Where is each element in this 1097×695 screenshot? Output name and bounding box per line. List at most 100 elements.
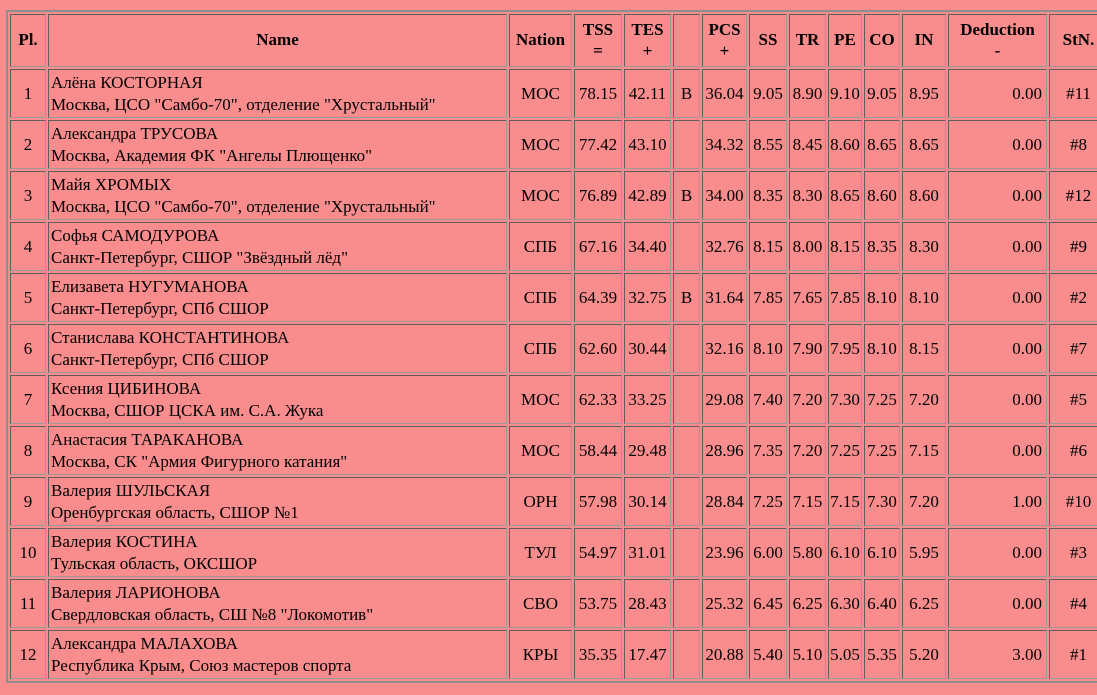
co-cell: 9.05 [864,69,900,118]
pcs-cell: 28.96 [702,426,747,475]
skater-club: Санкт-Петербург, СШОР "Звёздный лёд" [51,247,349,267]
tes-cell: 28.43 [624,579,671,628]
pe-cell: 7.95 [828,324,862,373]
skater-club: Оренбургская область, СШОР №1 [51,502,299,522]
deduction-cell: 1.00 [948,477,1047,526]
nation-cell: СПБ [509,273,572,322]
startnumber-cell: #6 [1049,426,1097,475]
tes-cell: 33.25 [624,375,671,424]
co-cell: 8.10 [864,273,900,322]
col-header-tes: TES + [624,14,671,67]
col-header-tes-label: TES [631,20,664,40]
skater-club: Москва, ЦСО "Самбо-70", отделение "Хруст… [51,94,436,114]
table-row: 1 Алёна КОСТОРНАЯ Москва, ЦСО "Самбо-70"… [10,69,1097,118]
skater-name: Валерия ШУЛЬСКАЯ [51,480,211,500]
bonus-cell [673,579,700,628]
pe-cell: 6.30 [828,579,862,628]
tr-cell: 7.65 [789,273,826,322]
place-cell: 6 [10,324,46,373]
col-header-nation: Nation [509,14,572,67]
bonus-cell [673,426,700,475]
col-header-bonus [673,14,700,67]
in-cell: 8.95 [902,69,946,118]
col-header-tr: TR [789,14,826,67]
skater-cell: Александра МАЛАХОВА Республика Крым, Сою… [48,630,507,679]
tss-cell: 78.15 [574,69,622,118]
ss-cell: 8.35 [749,171,787,220]
tss-cell: 54.97 [574,528,622,577]
in-cell: 5.20 [902,630,946,679]
skater-cell: Алёна КОСТОРНАЯ Москва, ЦСО "Самбо-70", … [48,69,507,118]
bonus-cell [673,528,700,577]
in-cell: 5.95 [902,528,946,577]
header-row: Pl. Name Nation TSS = TES + PCS + SS TR … [10,14,1097,67]
col-header-place: Pl. [10,14,46,67]
in-cell: 7.20 [902,375,946,424]
tr-cell: 7.15 [789,477,826,526]
tr-cell: 5.10 [789,630,826,679]
skater-cell: Анастасия ТАРАКАНОВА Москва, СК "Армия Ф… [48,426,507,475]
ss-cell: 7.35 [749,426,787,475]
tr-cell: 8.90 [789,69,826,118]
tss-cell: 53.75 [574,579,622,628]
in-cell: 8.65 [902,120,946,169]
startnumber-cell: #8 [1049,120,1097,169]
tes-cell: 32.75 [624,273,671,322]
ss-cell: 7.25 [749,477,787,526]
table-row: 5 Елизавета НУГУМАНОВА Санкт-Петербург, … [10,273,1097,322]
tes-cell: 30.14 [624,477,671,526]
ss-cell: 7.40 [749,375,787,424]
pe-cell: 8.65 [828,171,862,220]
skater-cell: Валерия КОСТИНА Тульская область, ОКСШОР [48,528,507,577]
place-cell: 7 [10,375,46,424]
col-header-tss: TSS = [574,14,622,67]
tes-cell: 29.48 [624,426,671,475]
co-cell: 6.10 [864,528,900,577]
pe-cell: 8.60 [828,120,862,169]
in-cell: 8.10 [902,273,946,322]
skater-name: Александра ТРУСОВА [51,123,219,143]
tr-cell: 8.45 [789,120,826,169]
ss-cell: 6.00 [749,528,787,577]
pe-cell: 7.25 [828,426,862,475]
table-row: 11 Валерия ЛАРИОНОВА Свердловская област… [10,579,1097,628]
nation-cell: МОС [509,375,572,424]
skater-club: Тульская область, ОКСШОР [51,553,258,573]
skater-club: Санкт-Петербург, СПб СШОР [51,349,269,369]
place-cell: 5 [10,273,46,322]
pcs-cell: 31.64 [702,273,747,322]
tes-cell: 17.47 [624,630,671,679]
pcs-cell: 32.16 [702,324,747,373]
tes-cell: 42.89 [624,171,671,220]
in-cell: 8.60 [902,171,946,220]
nation-cell: СПБ [509,222,572,271]
bonus-cell: B [673,171,700,220]
skater-cell: Софья САМОДУРОВА Санкт-Петербург, СШОР "… [48,222,507,271]
col-header-in: IN [902,14,946,67]
pcs-cell: 28.84 [702,477,747,526]
tr-cell: 6.25 [789,579,826,628]
skater-cell: Станислава КОНСТАНТИНОВА Санкт-Петербург… [48,324,507,373]
skater-name: Валерия КОСТИНА [51,531,198,551]
co-cell: 8.65 [864,120,900,169]
col-header-pcs-label: PCS [708,20,741,40]
pcs-cell: 34.00 [702,171,747,220]
table-row: 3 Майя ХРОМЫХ Москва, ЦСО "Самбо-70", от… [10,171,1097,220]
pe-cell: 7.85 [828,273,862,322]
place-cell: 12 [10,630,46,679]
deduction-cell: 0.00 [948,324,1047,373]
pcs-cell: 34.32 [702,120,747,169]
tr-cell: 8.30 [789,171,826,220]
nation-cell: МОС [509,171,572,220]
co-cell: 8.10 [864,324,900,373]
tr-cell: 7.20 [789,375,826,424]
pcs-cell: 23.96 [702,528,747,577]
col-header-deduction-sign: - [994,40,1001,60]
place-cell: 11 [10,579,46,628]
co-cell: 7.25 [864,426,900,475]
nation-cell: ОРН [509,477,572,526]
table-row: 10 Валерия КОСТИНА Тульская область, ОКС… [10,528,1097,577]
tss-cell: 62.60 [574,324,622,373]
skater-cell: Валерия ШУЛЬСКАЯ Оренбургская область, С… [48,477,507,526]
results-table: Pl. Name Nation TSS = TES + PCS + SS TR … [6,10,1097,683]
